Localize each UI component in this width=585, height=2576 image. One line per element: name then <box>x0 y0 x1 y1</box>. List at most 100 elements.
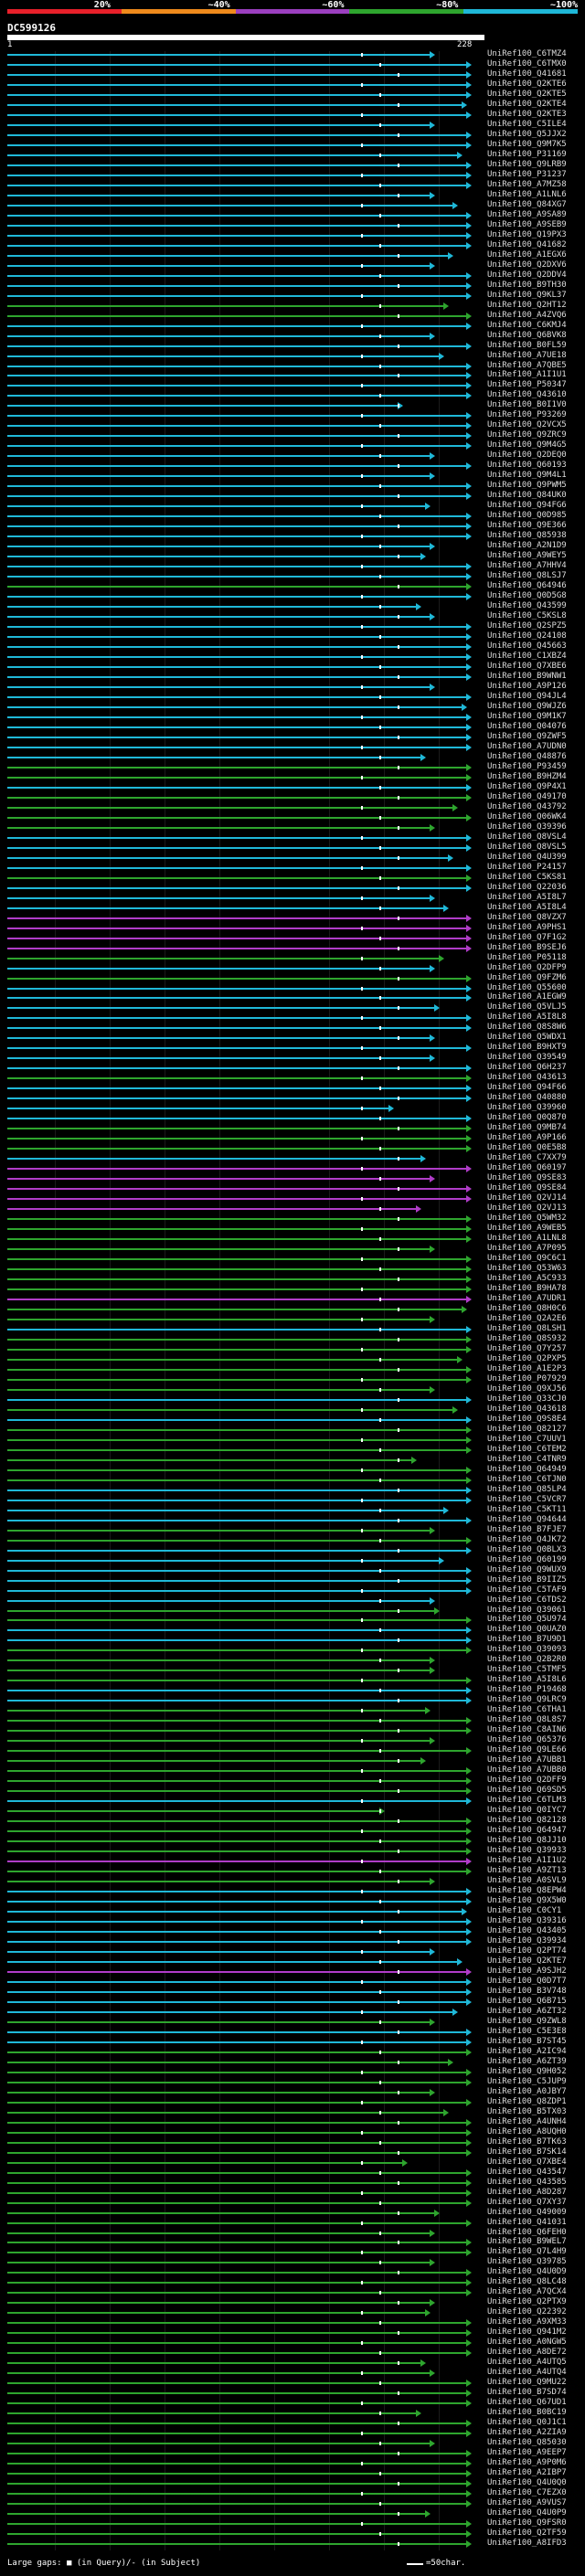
hit-name[interactable]: UniRef100_A4UNH4 <box>487 2116 567 2126</box>
hit-row[interactable]: UniRef100_C6TJN0 <box>0 1475 585 1486</box>
hit-row[interactable]: UniRef100_A2ZIA9 <box>0 2428 585 2439</box>
hit-name[interactable]: UniRef100_P31169 <box>487 149 567 159</box>
hit-name[interactable]: UniRef100_A6ZT39 <box>487 2056 567 2066</box>
hit-row[interactable]: UniRef100_A1LNL8 <box>0 1234 585 1245</box>
hit-row[interactable]: UniRef100_C1XBZ4 <box>0 652 585 663</box>
hit-row[interactable]: UniRef100_A7QBE5 <box>0 361 585 372</box>
hit-name[interactable]: UniRef100_C1XBZ4 <box>487 652 567 662</box>
hit-name[interactable]: UniRef100_Q04076 <box>487 721 567 731</box>
hit-name[interactable]: UniRef100_A1I1U2 <box>487 1856 567 1866</box>
hit-row[interactable]: UniRef100_Q82128 <box>0 1816 585 1827</box>
hit-row[interactable]: UniRef100_Q67UD1 <box>0 2398 585 2409</box>
hit-row[interactable]: UniRef100_A4ZVQ6 <box>0 311 585 322</box>
hit-row[interactable]: UniRef100_C5JUP9 <box>0 2077 585 2088</box>
hit-row[interactable]: UniRef100_Q2KTE6 <box>0 80 585 90</box>
hit-row[interactable]: UniRef100_Q2DXV6 <box>0 260 585 271</box>
hit-row[interactable]: UniRef100_A5C933 <box>0 1274 585 1285</box>
hit-name[interactable]: UniRef100_Q9LRC9 <box>487 1695 567 1705</box>
hit-name[interactable]: UniRef100_Q43405 <box>487 1925 567 1935</box>
hit-name[interactable]: UniRef100_Q4U0P9 <box>487 2508 567 2518</box>
hit-name[interactable]: UniRef100_Q40880 <box>487 1093 567 1103</box>
hit-name[interactable]: UniRef100_C6TDS2 <box>487 1595 567 1605</box>
hit-name[interactable]: UniRef100_Q41031 <box>487 2217 567 2227</box>
hit-name[interactable]: UniRef100_Q33CJ0 <box>487 1394 567 1404</box>
hit-name[interactable]: UniRef100_A9SJH2 <box>487 1966 567 1976</box>
hit-name[interactable]: UniRef100_A5I8L8 <box>487 1012 567 1023</box>
hit-name[interactable]: UniRef100_B3V748 <box>487 1986 567 1996</box>
hit-name[interactable]: UniRef100_Q43613 <box>487 1073 567 1083</box>
hit-row[interactable]: UniRef100_Q0J1C1 <box>0 2418 585 2429</box>
hit-row[interactable]: UniRef100_A1EGX6 <box>0 250 585 261</box>
hit-name[interactable]: UniRef100_A1EGX6 <box>487 249 567 260</box>
hit-row[interactable]: UniRef100_C6TMZ4 <box>0 49 585 60</box>
hit-row[interactable]: UniRef100_Q9LE66 <box>0 1745 585 1756</box>
hit-name[interactable]: UniRef100_Q43547 <box>487 2167 567 2177</box>
hit-row[interactable]: UniRef100_C5ILE4 <box>0 120 585 131</box>
hit-row[interactable]: UniRef100_A7P095 <box>0 1244 585 1255</box>
hit-row[interactable]: UniRef100_Q4JK72 <box>0 1535 585 1546</box>
hit-name[interactable]: UniRef100_Q67UD1 <box>487 2398 567 2408</box>
hit-name[interactable]: UniRef100_Q2PT74 <box>487 1945 567 1956</box>
hit-name[interactable]: UniRef100_Q9X5W0 <box>487 1896 567 1906</box>
hit-name[interactable]: UniRef100_Q60197 <box>487 1163 567 1173</box>
hit-row[interactable]: UniRef100_A4UTQ4 <box>0 2368 585 2379</box>
hit-name[interactable]: UniRef100_Q39093 <box>487 1645 567 1655</box>
hit-row[interactable]: UniRef100_A4UTQ5 <box>0 2358 585 2369</box>
hit-row[interactable]: UniRef100_Q9M7K5 <box>0 140 585 151</box>
hit-name[interactable]: UniRef100_A9PHS1 <box>487 922 567 932</box>
hit-name[interactable]: UniRef100_Q2VCX5 <box>487 420 567 430</box>
hit-name[interactable]: UniRef100_B0BC19 <box>487 2408 567 2418</box>
hit-name[interactable]: UniRef100_A8D287 <box>487 2187 567 2197</box>
hit-name[interactable]: UniRef100_Q39934 <box>487 1935 567 1945</box>
hit-row[interactable]: UniRef100_Q39061 <box>0 1606 585 1617</box>
hit-name[interactable]: UniRef100_A9XM33 <box>487 2317 567 2327</box>
hit-name[interactable]: UniRef100_Q2DFP9 <box>487 962 567 972</box>
hit-row[interactable]: UniRef100_B5TX03 <box>0 2107 585 2118</box>
hit-name[interactable]: UniRef100_Q8S932 <box>487 1333 567 1343</box>
hit-row[interactable]: UniRef100_A7UBB0 <box>0 1765 585 1776</box>
hit-row[interactable]: UniRef100_A8DE72 <box>0 2348 585 2359</box>
hit-row[interactable]: UniRef100_Q2KTE3 <box>0 110 585 121</box>
hit-row[interactable]: UniRef100_Q41681 <box>0 69 585 80</box>
hit-name[interactable]: UniRef100_Q0Q870 <box>487 1113 567 1123</box>
hit-row[interactable]: UniRef100_B0I1V0 <box>0 400 585 411</box>
hit-row[interactable]: UniRef100_Q2VCX5 <box>0 420 585 431</box>
hit-row[interactable]: UniRef100_Q64947 <box>0 1826 585 1837</box>
hit-name[interactable]: UniRef100_Q2KTE7 <box>487 1956 567 1966</box>
hit-name[interactable]: UniRef100_Q9PWM5 <box>487 481 567 491</box>
hit-name[interactable]: UniRef100_Q8EPW4 <box>487 1886 567 1896</box>
hit-row[interactable]: UniRef100_Q9FZM6 <box>0 973 585 984</box>
hit-row[interactable]: UniRef100_Q5WDX1 <box>0 1033 585 1044</box>
hit-row[interactable]: UniRef100_Q43405 <box>0 1926 585 1937</box>
hit-row[interactable]: UniRef100_Q8VZX7 <box>0 913 585 924</box>
hit-row[interactable]: UniRef100_Q06WK4 <box>0 812 585 823</box>
hit-row[interactable]: UniRef100_Q9ZWF5 <box>0 732 585 743</box>
hit-row[interactable]: UniRef100_Q2VJ13 <box>0 1203 585 1214</box>
hit-name[interactable]: UniRef100_Q49170 <box>487 791 567 801</box>
hit-row[interactable]: UniRef100_Q0D7T7 <box>0 1977 585 1988</box>
hit-name[interactable]: UniRef100_Q0BLX3 <box>487 1544 567 1554</box>
hit-row[interactable]: UniRef100_Q7XBE6 <box>0 662 585 673</box>
hit-row[interactable]: UniRef100_A8IFD3 <box>0 2539 585 2549</box>
hit-row[interactable]: UniRef100_B3V748 <box>0 1987 585 1998</box>
hit-name[interactable]: UniRef100_C5KT11 <box>487 1504 567 1514</box>
hit-row[interactable]: UniRef100_C6TEM2 <box>0 1445 585 1456</box>
hit-row[interactable]: UniRef100_B0BC19 <box>0 2408 585 2419</box>
hit-name[interactable]: UniRef100_B7SK14 <box>487 2147 567 2157</box>
hit-name[interactable]: UniRef100_C7EZX0 <box>487 2488 567 2498</box>
hit-row[interactable]: UniRef100_Q49170 <box>0 792 585 803</box>
hit-row[interactable]: UniRef100_Q55600 <box>0 983 585 994</box>
hit-name[interactable]: UniRef100_Q6BVK8 <box>487 330 567 340</box>
hit-row[interactable]: UniRef100_Q4U0P9 <box>0 2508 585 2519</box>
hit-row[interactable]: UniRef100_Q2DFF9 <box>0 1776 585 1786</box>
hit-row[interactable]: UniRef100_B9SEJ6 <box>0 943 585 954</box>
hit-row[interactable]: UniRef100_C4TNR9 <box>0 1455 585 1466</box>
hit-name[interactable]: UniRef100_C5ILE4 <box>487 119 567 129</box>
hit-name[interactable]: UniRef100_P24157 <box>487 862 567 872</box>
hit-name[interactable]: UniRef100_Q8H0C6 <box>487 1303 567 1313</box>
hit-name[interactable]: UniRef100_Q22036 <box>487 882 567 892</box>
hit-name[interactable]: UniRef100_C5E3E8 <box>487 2026 567 2036</box>
hit-name[interactable]: UniRef100_Q8LSH1 <box>487 1323 567 1333</box>
hit-name[interactable]: UniRef100_Q9ZWF5 <box>487 731 567 741</box>
hit-name[interactable]: UniRef100_Q7L4H9 <box>487 2247 567 2257</box>
